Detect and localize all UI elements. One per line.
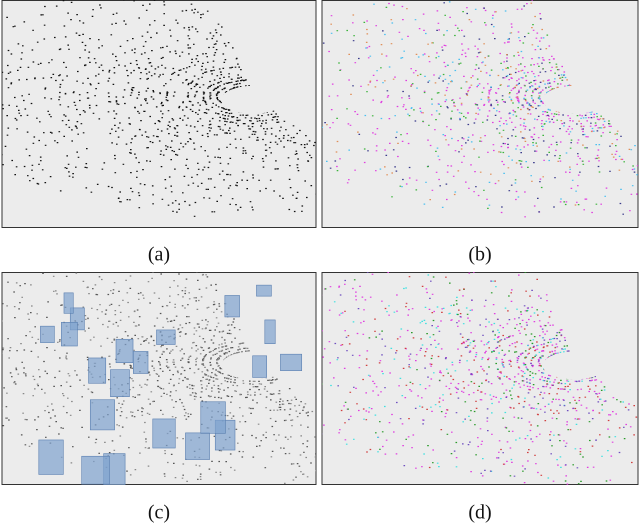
point-cloud bbox=[322, 0, 638, 218]
points bbox=[336, 6, 634, 209]
bounding-box bbox=[63, 292, 74, 314]
point-cloud bbox=[322, 272, 638, 485]
caption: (c) bbox=[148, 502, 170, 524]
bounding-box bbox=[88, 357, 107, 384]
bounding-box bbox=[224, 295, 240, 318]
bounding-box bbox=[38, 439, 64, 475]
caption: (b) bbox=[468, 244, 491, 266]
point-cloud bbox=[2, 272, 316, 485]
bounding-box bbox=[252, 355, 267, 378]
panel-a bbox=[1, 0, 317, 228]
points bbox=[2, 272, 316, 480]
bounding-box bbox=[115, 338, 134, 364]
bounding-box bbox=[200, 401, 226, 434]
bounding-box bbox=[280, 353, 303, 371]
bounding-box bbox=[132, 351, 149, 374]
bounding-box bbox=[264, 319, 276, 344]
ego-gap bbox=[542, 85, 607, 114]
panel-b bbox=[321, 0, 639, 228]
ego-gap bbox=[542, 351, 607, 380]
ego-gap bbox=[221, 85, 286, 114]
bounding-box bbox=[152, 418, 176, 449]
bounding-box bbox=[185, 432, 210, 460]
caption: (d) bbox=[468, 502, 491, 524]
point-clouds bbox=[2, 0, 638, 485]
bounding-box bbox=[110, 369, 130, 397]
bounding-box bbox=[156, 329, 176, 345]
bounding-box bbox=[61, 322, 78, 347]
bounding-box bbox=[89, 399, 115, 431]
bounding-box bbox=[40, 325, 55, 343]
point-cloud bbox=[2, 0, 316, 217]
bounding-box bbox=[81, 455, 110, 485]
caption: (a) bbox=[148, 244, 170, 266]
panel-d bbox=[321, 272, 639, 485]
bounding-box bbox=[256, 284, 272, 297]
